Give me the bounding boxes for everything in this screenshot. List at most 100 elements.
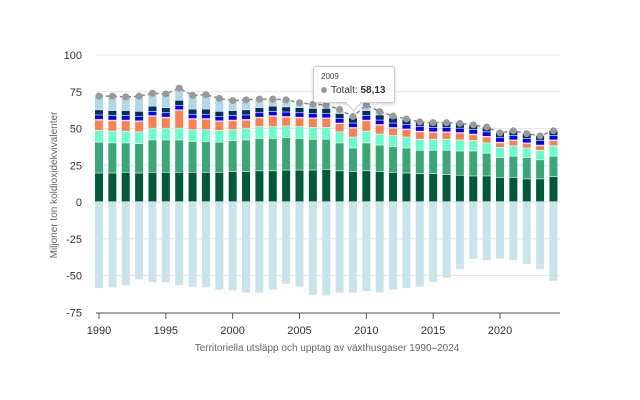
bar-segment — [442, 139, 451, 150]
y-tick-label: 75 — [70, 87, 82, 99]
total-point[interactable] — [95, 92, 103, 100]
total-point[interactable] — [296, 99, 303, 107]
x-axis: 1990 1995 2000 2005 2010 2015 2020 — [87, 312, 560, 337]
bar-segment — [482, 153, 491, 176]
total-point[interactable] — [443, 119, 451, 127]
bar-segment — [469, 202, 478, 259]
bar-segment — [402, 129, 411, 137]
bar-segment — [442, 174, 451, 202]
bar-segment — [228, 202, 237, 291]
total-point[interactable] — [175, 84, 183, 92]
total-point[interactable] — [456, 119, 464, 127]
bar-segment — [201, 119, 210, 130]
bar-segment — [135, 143, 144, 173]
x-tick-label: 2020 — [488, 325, 512, 337]
total-point[interactable] — [336, 105, 344, 113]
total-point[interactable] — [229, 97, 237, 105]
bar-segment — [295, 138, 304, 170]
x-tick-label: 2015 — [421, 325, 445, 337]
y-tick-label: 50 — [70, 124, 82, 136]
bar-segment — [282, 107, 291, 112]
bar-segment — [95, 130, 103, 142]
total-point[interactable] — [549, 127, 557, 135]
bar-segment — [121, 172, 130, 202]
total-point[interactable] — [189, 91, 197, 99]
bar-segment — [549, 140, 558, 146]
bar-segment — [148, 111, 157, 116]
total-point[interactable] — [282, 96, 290, 104]
bar-segment — [389, 172, 398, 202]
total-point[interactable] — [322, 101, 330, 109]
total-point[interactable] — [416, 118, 424, 126]
total-point[interactable] — [148, 89, 156, 97]
total-point[interactable] — [509, 127, 517, 135]
bar-segment — [95, 115, 103, 120]
bar-segment — [255, 202, 264, 293]
bar-segment — [295, 202, 304, 287]
bar-segment — [536, 140, 545, 145]
bar-segment — [242, 140, 251, 172]
total-point[interactable] — [215, 94, 223, 102]
bar-segment — [362, 143, 371, 171]
x-axis-label: Territoriella utsläpp och upptag av växt… — [195, 343, 460, 354]
total-point[interactable] — [242, 96, 250, 104]
bar-segment — [549, 146, 558, 156]
total-point[interactable] — [523, 130, 531, 138]
bar-segment — [536, 179, 545, 202]
total-point[interactable] — [269, 95, 277, 103]
bar-segment — [389, 118, 398, 123]
total-point[interactable] — [483, 123, 491, 131]
total-point[interactable] — [162, 90, 170, 98]
total-point[interactable] — [376, 108, 384, 116]
bar-segment — [442, 202, 451, 278]
bar-segment — [242, 128, 251, 140]
total-point[interactable] — [402, 115, 410, 123]
bar-segment — [201, 141, 210, 172]
total-point[interactable] — [469, 121, 477, 129]
bar-segment — [415, 139, 424, 150]
total-point[interactable] — [496, 129, 504, 137]
bar-segment — [201, 114, 210, 119]
bar-segment — [308, 139, 317, 170]
bar-segment — [161, 107, 170, 113]
total-point[interactable] — [536, 132, 544, 140]
bar-segment — [389, 123, 398, 128]
bar-segment — [242, 202, 251, 293]
total-point[interactable] — [108, 92, 116, 100]
bar-segment — [522, 138, 531, 143]
y-tick-label: 0 — [76, 197, 82, 209]
bar-segment — [536, 202, 545, 270]
bar-segment — [228, 100, 237, 111]
bar-segment — [95, 142, 103, 173]
bar-segment — [255, 107, 264, 113]
total-point[interactable] — [349, 113, 357, 121]
x-tick-label: 2005 — [287, 325, 311, 337]
bar-segment — [308, 108, 317, 114]
total-point[interactable] — [389, 112, 397, 120]
bar-segment — [201, 172, 210, 202]
bar-segment — [469, 135, 478, 141]
bar-segment — [536, 150, 545, 160]
bar-segment — [175, 88, 184, 100]
bar-segment — [496, 147, 504, 158]
bar-segment — [188, 172, 197, 202]
bar-segment — [442, 150, 451, 175]
tooltip: 2009 Totalt: 58,13 — [313, 66, 395, 112]
bar-segment — [482, 132, 491, 136]
bar-segment — [268, 127, 277, 139]
bar-segment — [161, 113, 170, 117]
y-tick-label: -25 — [66, 234, 82, 246]
total-point[interactable] — [362, 101, 370, 109]
x-tick-label: 2000 — [220, 325, 244, 337]
total-point[interactable] — [202, 91, 210, 99]
bar-segment — [455, 202, 464, 270]
bar-segment — [549, 135, 558, 140]
bar-segment — [95, 110, 103, 115]
total-point[interactable] — [429, 119, 437, 127]
bar-segment — [322, 127, 331, 139]
total-point[interactable] — [255, 95, 263, 103]
total-point[interactable] — [135, 92, 143, 100]
bar-segment — [228, 129, 237, 141]
total-point[interactable] — [122, 93, 130, 101]
bar-segment — [522, 179, 531, 202]
